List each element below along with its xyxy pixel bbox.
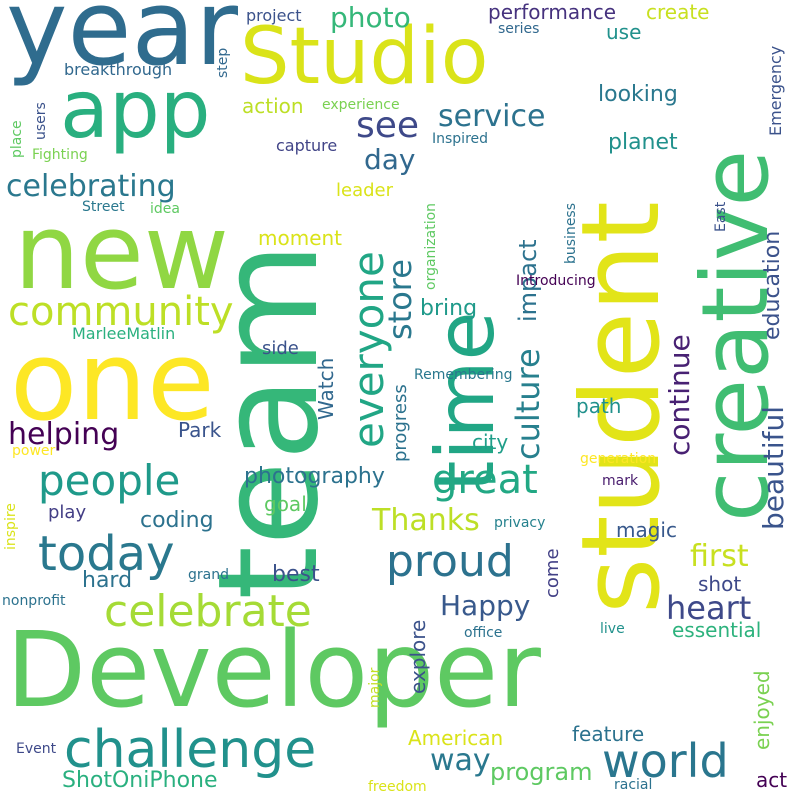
word-culture: culture xyxy=(509,348,547,460)
word-breakthrough: breakthrough xyxy=(64,60,173,79)
word-privacy: privacy xyxy=(494,515,546,531)
word-business: business xyxy=(563,202,579,264)
word-best: best xyxy=(272,562,320,587)
word-developer: Developer xyxy=(6,609,541,731)
word-use: use xyxy=(606,20,642,44)
word-service: service xyxy=(438,99,546,134)
word-capture: capture xyxy=(276,136,338,155)
word-step: step xyxy=(215,47,231,78)
word-beautiful: beautiful xyxy=(757,405,790,530)
word-east: East xyxy=(713,201,729,232)
word-inspired: Inspired xyxy=(432,131,489,147)
word-idea: idea xyxy=(150,201,180,217)
word-new: new xyxy=(14,191,229,313)
word-proud: proud xyxy=(386,536,514,587)
word-great: great xyxy=(432,457,538,503)
word-people: people xyxy=(38,456,181,505)
word-power: power xyxy=(12,443,56,459)
word-side: side xyxy=(262,338,299,359)
word-event: Event xyxy=(16,741,57,757)
word-first: first xyxy=(690,539,749,574)
word-performance: performance xyxy=(488,0,617,24)
word-photography: photography xyxy=(244,464,385,489)
word-goal: goal xyxy=(264,492,307,516)
word-enjoyed: enjoyed xyxy=(750,670,774,750)
word-photo: photo xyxy=(330,1,411,34)
word-american: American xyxy=(408,726,504,750)
word-studio: Studio xyxy=(240,12,489,102)
word-inspire: inspire xyxy=(3,503,19,550)
word-feature: feature xyxy=(572,722,645,746)
word-hard: hard xyxy=(82,568,133,593)
word-come: come xyxy=(542,548,563,598)
word-freedom: freedom xyxy=(368,779,427,795)
word-grand: grand xyxy=(188,567,229,583)
word-place: place xyxy=(9,120,25,158)
word-challenge: challenge xyxy=(64,720,317,780)
word-happy: Happy xyxy=(440,589,531,622)
word-users: users xyxy=(33,102,49,140)
word-act: act xyxy=(756,768,788,792)
word-introducing: Introducing xyxy=(516,273,596,289)
word-mark: mark xyxy=(602,473,639,489)
word-celebrate: celebrate xyxy=(104,586,312,637)
word-office: office xyxy=(464,625,503,641)
word-marleematlin: MarleeMatlin xyxy=(72,324,176,343)
word-experience: experience xyxy=(322,97,400,113)
word-community: community xyxy=(8,289,234,335)
word-live: live xyxy=(600,621,625,637)
word-thanks: Thanks xyxy=(372,503,480,538)
word-series: series xyxy=(498,21,540,37)
word-organization: organization xyxy=(423,202,439,290)
word-looking: looking xyxy=(598,82,678,107)
word-heart: heart xyxy=(666,589,752,627)
word-helping: helping xyxy=(8,417,120,452)
word-education: education xyxy=(760,230,785,340)
word-celebrating: celebrating xyxy=(6,169,176,204)
word-moment: moment xyxy=(258,226,343,250)
word-shot: shot xyxy=(698,572,742,596)
word-bring: bring xyxy=(420,296,478,321)
word-one: one xyxy=(10,317,215,445)
word-continue: continue xyxy=(663,334,696,456)
word-day: day xyxy=(364,143,416,176)
word-leader: leader xyxy=(336,180,394,201)
word-way: way xyxy=(430,743,491,778)
word-magic: magic xyxy=(616,518,677,542)
word-year: year xyxy=(6,0,239,89)
word-watch: Watch xyxy=(314,357,338,420)
word-store: store xyxy=(381,259,419,340)
word-park: Park xyxy=(178,418,222,442)
word-street: Street xyxy=(82,199,125,215)
word-racial: racial xyxy=(614,777,653,793)
word-app: app xyxy=(60,63,211,156)
word-shotoniphone: ShotOniPhone xyxy=(62,768,218,793)
word-emergency: Emergency xyxy=(766,45,785,136)
word-explore: explore xyxy=(406,619,430,694)
word-remembering: Remembering xyxy=(414,367,513,383)
word-play: play xyxy=(48,502,87,523)
word-path: path xyxy=(576,394,622,418)
word-major: major xyxy=(367,667,383,708)
word-world: world xyxy=(602,734,729,788)
word-nonprofit: nonprofit xyxy=(2,593,66,609)
word-coding: coding xyxy=(140,508,214,533)
word-generation: generation xyxy=(580,451,657,467)
word-progress: progress xyxy=(390,384,411,462)
word-today: today xyxy=(38,526,175,582)
word-see: see xyxy=(356,105,420,146)
word-fighting: Fighting xyxy=(32,147,88,163)
word-essential: essential xyxy=(672,618,762,642)
word-project: project xyxy=(246,6,302,25)
word-planet: planet xyxy=(608,130,678,155)
word-action: action xyxy=(242,94,304,118)
word-city: city xyxy=(472,430,509,454)
word-program: program xyxy=(490,758,593,786)
word-create: create xyxy=(646,0,710,24)
